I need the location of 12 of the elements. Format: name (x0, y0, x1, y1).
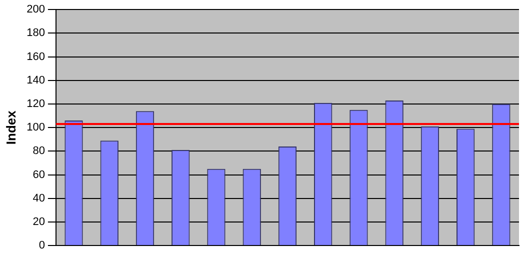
y-tick-label: 0 (38, 240, 45, 252)
y-tick-label: 100 (26, 122, 45, 134)
y-axis-title: Index (3, 110, 18, 145)
y-tick-label: 80 (32, 145, 45, 158)
y-tick-label: 40 (32, 192, 45, 204)
y-tick-label: 140 (26, 74, 45, 86)
y-tick-label: 180 (26, 27, 45, 40)
y-tick-label: 120 (26, 98, 45, 110)
y-tick-label: 160 (26, 50, 45, 63)
y-tick-label: 60 (32, 168, 45, 181)
y-tick-label: 20 (32, 216, 45, 228)
y-tick-label: 200 (26, 4, 45, 16)
